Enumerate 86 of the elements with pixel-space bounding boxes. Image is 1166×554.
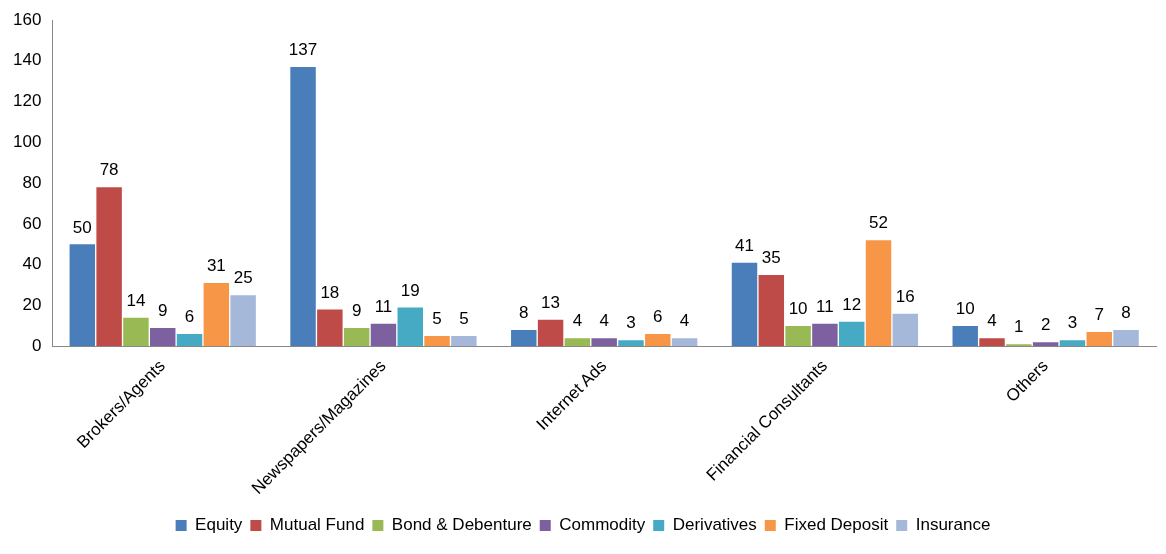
data-label: 18: [320, 282, 340, 302]
bar: [96, 187, 122, 347]
data-label: 52: [869, 213, 888, 233]
bar: [69, 244, 96, 347]
bar: [618, 340, 644, 347]
data-label: 10: [955, 299, 975, 319]
bar: [317, 309, 343, 347]
bar: [591, 338, 617, 347]
data-label: 10: [788, 299, 808, 319]
bar: [758, 274, 785, 347]
data-label: 7: [1094, 305, 1104, 325]
legend-label: Equity: [195, 515, 243, 535]
y-tick-label: 20: [22, 295, 42, 315]
bar: [1086, 332, 1112, 347]
data-label: 5: [459, 309, 469, 329]
legend-label: Bond & Debenture: [391, 515, 532, 535]
legend-label: Commodity: [559, 515, 646, 535]
legend-label: Derivatives: [672, 515, 757, 535]
data-label: 16: [895, 286, 915, 306]
bar: [838, 321, 865, 347]
bar: [1113, 329, 1139, 347]
bar: [671, 338, 698, 347]
y-tick-label: 160: [12, 9, 42, 29]
y-tick-label: 0: [31, 335, 42, 355]
data-label: 14: [126, 290, 146, 310]
data-label: 41: [735, 235, 754, 255]
y-tick-label: 80: [22, 172, 42, 192]
bar: [451, 336, 477, 347]
data-label: 3: [1067, 313, 1078, 333]
data-label: 25: [233, 268, 253, 288]
data-label: 13: [541, 292, 561, 312]
data-label: 1: [1014, 317, 1024, 337]
y-tick-label: 120: [12, 91, 42, 111]
y-tick-label: 140: [12, 50, 42, 70]
data-label: 50: [72, 217, 92, 237]
data-label: 8: [1121, 303, 1131, 323]
bar: [424, 336, 450, 347]
data-label: 19: [400, 280, 420, 300]
data-label: 8: [519, 303, 529, 323]
data-label: 12: [842, 295, 862, 315]
data-label: 31: [206, 256, 226, 276]
bar: [150, 327, 176, 347]
bar: [645, 334, 671, 347]
y-tick-label: 100: [12, 132, 42, 152]
legend-label: Insurance: [915, 515, 991, 535]
data-label: 9: [157, 301, 168, 321]
bar: [1032, 342, 1059, 347]
data-label: 6: [184, 307, 195, 327]
bar: [785, 325, 811, 347]
data-label: 5: [432, 309, 442, 329]
data-label: 11: [816, 297, 834, 317]
data-label: 4: [679, 311, 690, 331]
y-tick-label: 60: [22, 213, 42, 233]
data-label: 9: [351, 301, 362, 321]
bar: [370, 323, 397, 347]
bar: [1006, 344, 1032, 347]
data-label: 6: [653, 307, 663, 327]
bar: [952, 325, 978, 347]
bar: [176, 334, 203, 347]
data-label: 11: [374, 297, 393, 317]
bar: [397, 307, 423, 347]
data-label: 78: [99, 160, 119, 180]
data-label: 3: [626, 313, 636, 333]
bar: [203, 283, 230, 347]
bar: [731, 262, 758, 347]
bar: [892, 313, 919, 347]
bar: [343, 327, 370, 347]
bar: [230, 295, 256, 347]
bar: [290, 66, 316, 347]
legend-label: Fixed Deposit: [784, 515, 889, 535]
bar: [564, 338, 591, 347]
bar: [1059, 340, 1086, 347]
data-label: 2: [1040, 315, 1051, 335]
data-label: 4: [987, 311, 997, 331]
bar: [812, 323, 838, 347]
data-label: 35: [761, 248, 781, 268]
bar: [865, 240, 892, 347]
bar: [537, 319, 564, 347]
legend-label: Mutual Fund: [269, 515, 365, 535]
data-label: 4: [599, 311, 609, 331]
data-label: 137: [288, 40, 318, 60]
bar: [123, 317, 149, 347]
y-tick-label: 40: [22, 254, 42, 274]
data-label: 4: [572, 311, 583, 331]
bar: [511, 329, 537, 347]
bar: [979, 338, 1005, 347]
